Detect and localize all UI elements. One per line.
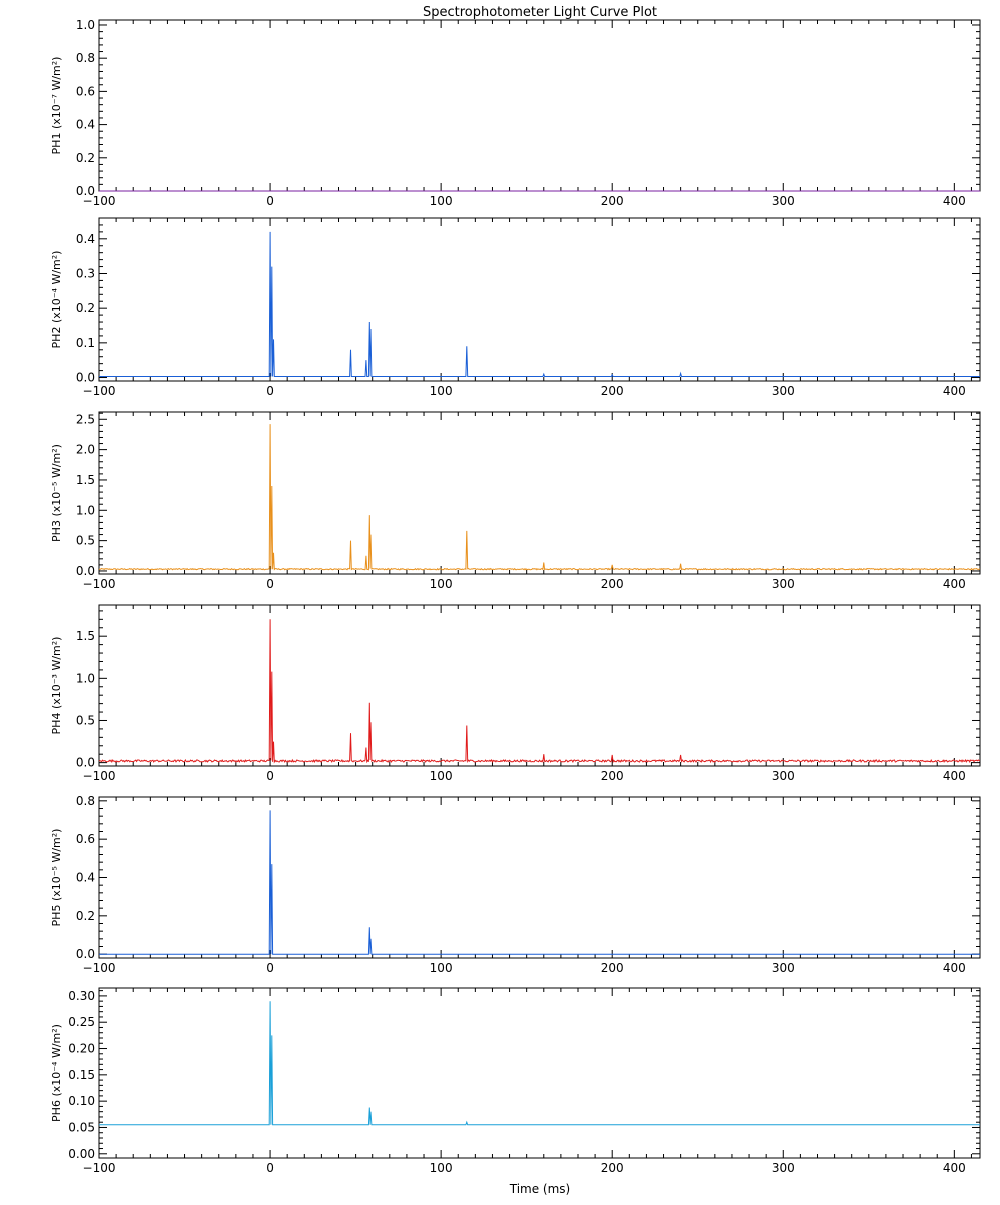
y-tick-label: 0.20	[68, 1042, 95, 1056]
series-line-ph4	[98, 619, 981, 764]
panel-ph2: −100 0 100 200 300 400 0.0 0.1 0.2 0.3 0.4 PH2 (x10…	[50, 217, 981, 398]
y-tick-label: 0.05	[68, 1120, 95, 1134]
y-tick-label: 0.0	[76, 947, 95, 961]
series-line-ph6	[99, 1001, 980, 1126]
series-line-ph5	[99, 810, 980, 955]
y-tick-label: 0.8	[76, 51, 95, 65]
y-tick-label: 0.00	[68, 1147, 95, 1161]
y-axis-label: PH5 (x10⁻⁵ W/m²)	[50, 829, 63, 927]
x-tick-label: 200	[601, 194, 624, 208]
series-line-ph2	[99, 231, 980, 377]
y-axis-label: PH4 (x10⁻³ W/m²)	[50, 637, 63, 735]
x-tick-label: −100	[83, 384, 116, 398]
x-tick-label: −100	[83, 1161, 116, 1175]
panels-group: −100 0 100 200 300 400 0.0 0.2 0.4 0.6 0.8 1.0 PH1 (…	[50, 18, 981, 1175]
x-tick-label: 0	[266, 1161, 274, 1175]
y-tick-label: 0.2	[76, 151, 95, 165]
x-tick-label: 0	[266, 577, 274, 591]
x-tick-label: 0	[266, 384, 274, 398]
y-tick-label: 0.4	[76, 118, 95, 132]
y-tick-label: 0.6	[76, 84, 95, 98]
x-tick-label: 0	[266, 961, 274, 975]
x-tick-label: 400	[943, 769, 966, 783]
y-tick-label: 0.25	[68, 1015, 95, 1029]
x-tick-label: 200	[601, 384, 624, 398]
series-line-ph3	[98, 424, 981, 571]
x-tick-label: −100	[83, 769, 116, 783]
x-tick-label: 300	[772, 1161, 795, 1175]
x-tick-label: 400	[943, 961, 966, 975]
y-tick-label: 0.10	[68, 1094, 95, 1108]
x-tick-label: 200	[601, 577, 624, 591]
y-tick-label: 0.6	[76, 832, 95, 846]
y-tick-label: 1.5	[76, 473, 95, 487]
y-tick-label: 0.15	[68, 1068, 95, 1082]
x-tick-label: 300	[772, 194, 795, 208]
x-tick-label: 300	[772, 961, 795, 975]
y-tick-label: 1.5	[76, 629, 95, 643]
x-tick-label: 300	[772, 769, 795, 783]
x-tick-label: 200	[601, 769, 624, 783]
plot-frame	[98, 796, 981, 959]
panel-ph4: −100 0 100 200 300 400 0.0 0.5 1.0 1.5 PH4 (x10⁻³ …	[50, 604, 981, 783]
x-tick-label: 400	[943, 1161, 966, 1175]
y-axis-label: PH2 (x10⁻⁴ W/m²)	[50, 251, 63, 349]
y-tick-label: 1.0	[76, 671, 95, 685]
x-tick-label: 0	[266, 194, 274, 208]
y-axis-label: PH1 (x10⁻⁷ W/m²)	[50, 57, 63, 155]
plot-frame	[98, 411, 981, 575]
x-tick-label: 100	[430, 577, 453, 591]
x-tick-label: 400	[943, 194, 966, 208]
x-tick-label: −100	[83, 194, 116, 208]
y-tick-label: 2.0	[76, 443, 95, 457]
x-tick-label: 100	[430, 1161, 453, 1175]
y-tick-label: 0.4	[76, 232, 95, 246]
y-tick-label: 0.4	[76, 871, 95, 885]
y-tick-label: 0.2	[76, 909, 95, 923]
x-tick-label: 100	[430, 769, 453, 783]
x-tick-label: 200	[601, 1161, 624, 1175]
x-axis-label: Time (ms)	[509, 1182, 571, 1196]
x-tick-label: 0	[266, 769, 274, 783]
x-tick-label: 100	[430, 961, 453, 975]
plot-frame	[98, 19, 981, 192]
y-tick-label: 2.5	[76, 412, 95, 426]
panel-ph6: −100 0 100 200 300 400 0.00 0.05 0.10 0.15 0.20 0.2…	[50, 987, 981, 1175]
y-tick-label: 1.0	[76, 503, 95, 517]
y-axis-label: PH3 (x10⁻⁵ W/m²)	[50, 444, 63, 542]
x-tick-label: 300	[772, 384, 795, 398]
y-tick-label: 1.0	[76, 18, 95, 32]
y-tick-label: 0.30	[68, 989, 95, 1003]
plot-frame	[98, 987, 981, 1159]
x-tick-label: −100	[83, 961, 116, 975]
panel-ph5: −100 0 100 200 300 400 0.0 0.2 0.4 0.6 0.8 PH5 (x10…	[50, 794, 981, 975]
plot-frame	[98, 604, 981, 767]
y-tick-label: 0.2	[76, 301, 95, 315]
x-tick-label: 100	[430, 194, 453, 208]
y-tick-label: 0.3	[76, 266, 95, 280]
y-tick-label: 0.0	[76, 184, 95, 198]
x-tick-label: 200	[601, 961, 624, 975]
y-tick-label: 0.5	[76, 713, 95, 727]
panel-ph3: −100 0 100 200 300 400 0.0 0.5 1.0 1.5 2.0 2.5 PH3 (…	[50, 411, 981, 591]
y-tick-label: 0.0	[76, 564, 95, 578]
x-tick-label: −100	[83, 577, 116, 591]
y-tick-label: 0.1	[76, 336, 95, 350]
x-tick-label: 300	[772, 577, 795, 591]
y-tick-label: 0.8	[76, 794, 95, 808]
x-tick-label: 400	[943, 577, 966, 591]
y-tick-label: 0.0	[76, 371, 95, 385]
chart-title: Spectrophotometer Light Curve Plot	[423, 5, 657, 20]
y-axis-label: PH6 (x10⁻⁴ W/m²)	[50, 1024, 63, 1122]
plot-frame	[98, 217, 981, 382]
y-tick-label: 0.5	[76, 534, 95, 548]
y-tick-label: 0.0	[76, 756, 95, 770]
panel-ph1: −100 0 100 200 300 400 0.0 0.2 0.4 0.6 0.8 1.0 PH1 (…	[50, 18, 981, 208]
x-tick-label: 400	[943, 384, 966, 398]
x-tick-label: 100	[430, 384, 453, 398]
